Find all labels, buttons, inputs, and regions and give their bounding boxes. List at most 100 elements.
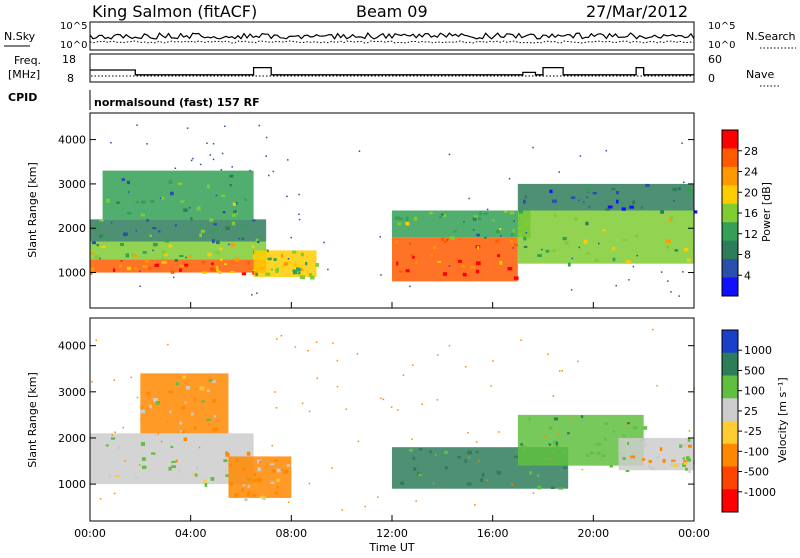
data-speckle [218,270,222,275]
data-speckle [140,442,145,446]
data-speckle [418,448,423,451]
data-speckle [520,443,524,446]
data-speckle [496,254,501,257]
data-speckle [276,486,279,489]
data-speckle [270,481,275,484]
scatter-dot [558,171,560,173]
data-speckle [179,264,185,267]
data-speckle [255,272,259,277]
data-speckle [524,222,529,227]
scatter-dot [99,257,101,260]
scatter-dot [467,432,469,434]
data-speckle [496,229,500,234]
data-speckle [233,232,236,236]
data-speckle [615,190,620,195]
scatter-dot [124,460,126,462]
data-speckle [252,494,257,497]
colorbar-swatch [722,466,738,490]
scatter-dot [267,250,269,252]
data-speckle [119,264,123,268]
data-speckle [267,257,272,261]
scatter-dot [578,246,581,249]
data-speckle [233,210,237,214]
ytick-label: 1000 [58,478,86,491]
data-speckle [228,464,233,467]
scatter-dot [190,159,193,162]
data-speckle [94,255,99,259]
data-speckle [283,262,289,266]
data-speckle [140,409,146,414]
scatter-dot [251,293,253,296]
data-speckle [408,448,413,452]
scatter-dot [465,365,467,368]
data-speckle [640,206,643,209]
data-speckle [456,258,460,262]
scatter-dot [135,229,137,232]
colorbar-swatch [722,185,738,205]
data-speckle [604,438,607,441]
data-speckle [155,401,160,405]
scatter-dot [570,289,573,291]
data-speckle [225,226,231,231]
data-speckle [443,240,447,244]
scatter-dot [113,492,116,495]
scatter-dot [307,349,309,352]
scatter-dot [626,423,628,426]
data-speckle [168,390,173,394]
data-speckle [415,260,418,265]
data-speckle [154,263,160,267]
data-speckle [510,232,514,236]
scatter-dot [265,155,267,157]
scatter-dot [486,208,489,211]
data-speckle [666,245,669,249]
scatter-dot [358,150,361,152]
data-speckle [125,253,129,258]
scatter-dot [327,268,329,271]
data-speckle [95,223,101,226]
xtick-label: 20:00 [577,527,609,540]
data-speckle [621,207,626,211]
scatter-dot [570,418,572,420]
data-speckle [409,242,412,245]
data-speckle [410,254,414,257]
data-speckle [149,234,152,238]
data-speckle [175,382,179,386]
data-speckle [126,180,130,185]
data-speckle [592,191,597,195]
colorbar-tick-label: 1000 [744,344,772,357]
freq-tick-bottom: 8 [67,72,74,85]
scatter-dot [511,483,513,486]
scatter-dot [256,292,258,294]
data-speckle [286,464,291,467]
power-colorbar-label: Power [dB] [760,182,773,242]
data-speckle [585,252,591,255]
data-speckle [152,397,158,402]
data-speckle [278,468,283,471]
scatter-dot [146,143,148,145]
scatter-dot [152,249,154,252]
scatter-dot [188,207,191,209]
data-speckle [648,459,652,463]
data-speckle [158,230,161,233]
scatter-dot [547,353,549,356]
data-speckle [589,451,595,455]
scatter-dot [331,467,333,469]
data-speckle [194,425,197,430]
freq-tick-top: 18 [62,53,76,66]
data-speckle [293,263,297,268]
data-speckle [626,422,630,425]
colorbar-swatch [722,240,738,260]
data-speckle [247,484,250,488]
scatter-dot [357,440,360,443]
data-speckle [195,466,199,470]
scatter-dot [409,285,411,288]
data-speckle [191,412,194,416]
data-speckle [244,198,247,201]
data-speckle [96,243,99,247]
data-speckle [178,268,183,272]
data-speckle [180,200,185,203]
data-speckle [180,406,186,410]
scatter-dot [265,136,268,139]
data-speckle [418,473,423,476]
